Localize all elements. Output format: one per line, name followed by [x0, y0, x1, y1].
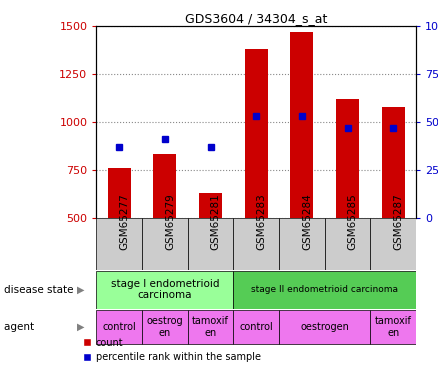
Bar: [142, 217, 188, 270]
Bar: [233, 271, 416, 309]
Text: ▶: ▶: [77, 322, 85, 332]
Bar: [96, 271, 233, 309]
Bar: [233, 310, 279, 344]
Bar: [279, 310, 371, 344]
Text: stage I endometrioid
carcinoma: stage I endometrioid carcinoma: [111, 279, 219, 300]
Text: GSM65279: GSM65279: [165, 194, 175, 250]
Bar: [245, 49, 268, 217]
Text: control: control: [102, 322, 136, 332]
Bar: [371, 217, 416, 270]
Bar: [188, 217, 233, 270]
Text: disease state: disease state: [4, 285, 77, 295]
Text: GSM65281: GSM65281: [211, 194, 221, 250]
Bar: [233, 217, 279, 270]
Bar: [325, 217, 371, 270]
Text: GSM65285: GSM65285: [348, 194, 357, 250]
Text: GSM65284: GSM65284: [302, 194, 312, 250]
Text: stage II endometrioid carcinoma: stage II endometrioid carcinoma: [251, 285, 398, 294]
Text: oestrog
en: oestrog en: [147, 316, 183, 338]
Bar: [199, 193, 222, 217]
Text: GSM65283: GSM65283: [256, 194, 266, 250]
Text: control: control: [239, 322, 273, 332]
Bar: [336, 99, 359, 218]
Bar: [153, 154, 176, 218]
Bar: [188, 310, 233, 344]
Bar: [279, 217, 325, 270]
Bar: [371, 310, 416, 344]
Text: agent: agent: [4, 322, 38, 332]
Text: tamoxif
en: tamoxif en: [375, 316, 412, 338]
Text: tamoxif
en: tamoxif en: [192, 316, 229, 338]
Title: GDS3604 / 34304_s_at: GDS3604 / 34304_s_at: [185, 12, 328, 25]
Bar: [290, 32, 313, 217]
Bar: [108, 168, 131, 217]
Text: ▶: ▶: [77, 285, 85, 295]
Text: GSM65277: GSM65277: [119, 194, 129, 250]
Legend: count, percentile rank within the sample: count, percentile rank within the sample: [79, 334, 265, 366]
Bar: [96, 217, 142, 270]
Text: oestrogen: oestrogen: [300, 322, 349, 332]
Text: GSM65287: GSM65287: [393, 194, 403, 250]
Bar: [96, 310, 142, 344]
Bar: [142, 310, 188, 344]
Bar: [382, 106, 405, 218]
